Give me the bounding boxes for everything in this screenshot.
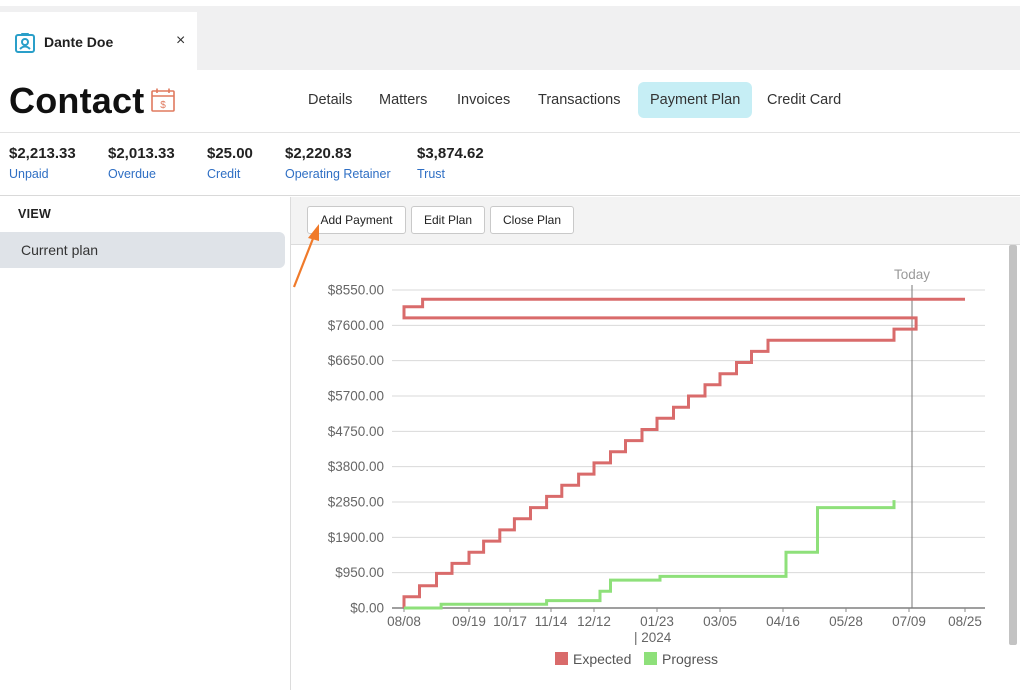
stat-unpaid: $2,213.33 Unpaid bbox=[9, 145, 76, 181]
tab-label: Dante Doe bbox=[44, 34, 114, 50]
stat-credit: $25.00 Credit bbox=[207, 145, 253, 181]
payment-plan-panel: Add Payment Edit Plan Close Plan $0.00 $9… bbox=[291, 197, 1020, 690]
stat-amount: $25.00 bbox=[207, 145, 253, 162]
x-tick-label: 12/12 bbox=[577, 614, 611, 629]
sidebar-item-current-plan[interactable]: Current plan bbox=[0, 232, 285, 268]
stat-amount: $2,220.83 bbox=[285, 145, 352, 162]
payment-plan-chart: $0.00 $950.00 $1900.00 $2850.00 $3800.00 $475… bbox=[328, 267, 985, 667]
edit-plan-button[interactable]: Edit Plan bbox=[411, 206, 485, 234]
y-tick-label: $3800.00 bbox=[328, 459, 384, 474]
close-icon[interactable]: × bbox=[176, 32, 186, 49]
tab-payment-plan[interactable]: Payment Plan bbox=[638, 82, 753, 118]
tab-transactions[interactable]: Transactions bbox=[538, 92, 621, 108]
tab-matters[interactable]: Matters bbox=[379, 92, 428, 108]
page-header: Contact $ Details Matters Invoices Trans… bbox=[0, 70, 1020, 132]
stat-trust: $3,874.62 Trust bbox=[417, 145, 484, 181]
stat-label-link[interactable]: Trust bbox=[417, 167, 446, 181]
legend-swatch bbox=[555, 652, 568, 665]
x-tick-label: 03/05 bbox=[703, 614, 737, 629]
x-tick-label: 01/23 bbox=[640, 614, 674, 629]
y-tick-label: $950.00 bbox=[335, 565, 384, 580]
tab-bar: Dante Doe × bbox=[0, 0, 1020, 76]
panel-scrollbar[interactable] bbox=[1009, 245, 1017, 645]
legend-label: Progress bbox=[662, 651, 718, 667]
balance-summary: $2,213.33 Unpaid $2,013.33 Overdue $25.0… bbox=[0, 132, 1020, 196]
x-tick-label: 10/17 bbox=[493, 614, 527, 629]
legend-swatch bbox=[644, 652, 657, 665]
plan-toolbar: Add Payment Edit Plan Close Plan bbox=[291, 197, 1020, 245]
stat-label-link[interactable]: Unpaid bbox=[9, 167, 49, 181]
tab-invoices[interactable]: Invoices bbox=[457, 92, 511, 108]
stat-label-link[interactable]: Operating Retainer bbox=[285, 167, 391, 181]
series-line-progress bbox=[404, 500, 896, 610]
y-tick-label: $8550.00 bbox=[328, 283, 384, 298]
today-label: Today bbox=[894, 267, 930, 282]
tab-details[interactable]: Details bbox=[308, 92, 353, 108]
y-tick-label: $1900.00 bbox=[328, 530, 384, 545]
y-tick-label: $7600.00 bbox=[328, 318, 384, 333]
tab-dante-doe[interactable]: Dante Doe × bbox=[0, 12, 197, 76]
stat-label-link[interactable]: Overdue bbox=[108, 167, 156, 181]
tab-credit-card[interactable]: Credit Card bbox=[767, 92, 842, 108]
y-tick-label: $4750.00 bbox=[328, 424, 384, 439]
stat-amount: $2,013.33 bbox=[108, 145, 175, 162]
x-year-marker: | 2024 bbox=[634, 630, 672, 645]
stat-amount: $2,213.33 bbox=[9, 145, 76, 162]
y-tick-label: $5700.00 bbox=[328, 389, 384, 404]
sidebar-heading: VIEW bbox=[18, 207, 52, 221]
calendar-dollar-icon[interactable]: $ bbox=[150, 87, 176, 113]
x-tick-label: 09/19 bbox=[452, 614, 486, 629]
x-tick-label: 05/28 bbox=[829, 614, 863, 629]
x-tick-label: 11/14 bbox=[535, 614, 568, 629]
page-title: Contact bbox=[9, 80, 145, 121]
x-tick-label: 08/25 bbox=[948, 614, 982, 629]
x-tick-label: 04/16 bbox=[766, 614, 800, 629]
y-tick-label: $6650.00 bbox=[328, 353, 384, 368]
stat-operating-retainer: $2,220.83 Operating Retainer bbox=[285, 145, 391, 181]
stat-overdue: $2,013.33 Overdue bbox=[108, 145, 175, 181]
stat-label-link[interactable]: Credit bbox=[207, 167, 241, 181]
legend-label: Expected bbox=[573, 651, 631, 667]
add-payment-button[interactable]: Add Payment bbox=[307, 206, 406, 234]
y-tick-label: $0.00 bbox=[350, 601, 384, 616]
contact-card-icon bbox=[15, 33, 35, 53]
stat-amount: $3,874.62 bbox=[417, 145, 484, 162]
series-line-expected bbox=[402, 297, 965, 608]
y-tick-label: $2850.00 bbox=[328, 495, 384, 510]
view-sidebar: VIEW Current plan bbox=[0, 197, 291, 690]
x-tick-label: 08/08 bbox=[387, 614, 421, 629]
svg-text:$: $ bbox=[160, 100, 166, 111]
close-plan-button[interactable]: Close Plan bbox=[490, 206, 574, 234]
x-tick-label: 07/09 bbox=[892, 614, 926, 629]
